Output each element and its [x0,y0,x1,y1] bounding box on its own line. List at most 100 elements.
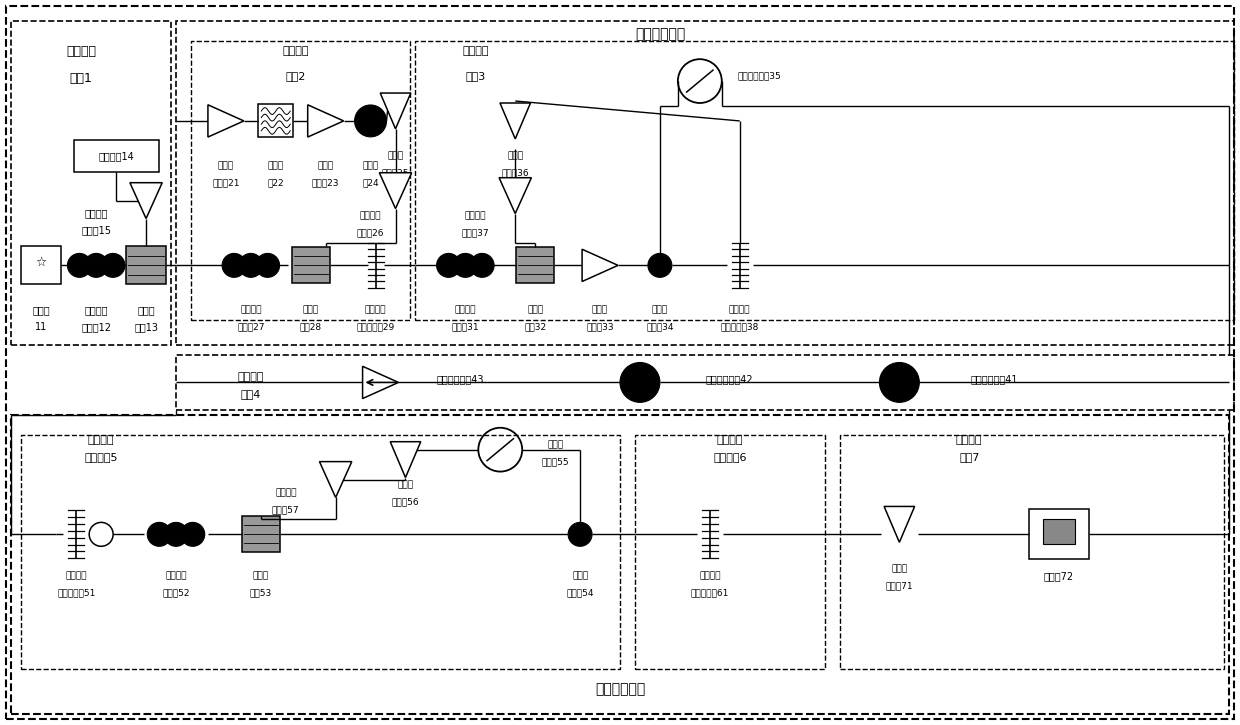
Text: 第一光纤: 第一光纤 [365,306,387,315]
Bar [415,41,1234,320]
Text: 放大器21: 放大器21 [212,178,239,187]
Polygon shape [379,173,412,209]
Circle shape [239,254,263,278]
Text: 第一光: 第一光 [652,306,668,315]
Text: 控制器52: 控制器52 [162,589,190,597]
Text: 制器13: 制器13 [134,322,157,332]
Bar [1029,510,1089,559]
Text: 探测器25: 探测器25 [382,168,409,177]
Text: 第一射频: 第一射频 [84,209,108,218]
Text: 制器32: 制器32 [525,323,547,331]
Circle shape [84,254,108,278]
Circle shape [436,254,460,278]
Circle shape [255,254,279,278]
Bar [191,41,410,320]
Text: 放大器57: 放大器57 [272,505,300,514]
Bar [839,435,1224,669]
Text: 第四射频: 第四射频 [275,488,296,497]
Text: 第一光延迟线35: 第一光延迟线35 [738,72,781,80]
Polygon shape [498,178,532,214]
Text: 放大器15: 放大器15 [81,225,112,236]
Text: 第一调: 第一调 [138,305,155,315]
Text: 控制器12: 控制器12 [81,322,112,332]
Text: 第二光: 第二光 [507,152,523,160]
Bar [1043,519,1075,544]
Circle shape [164,523,188,547]
Text: 信号加密模块: 信号加密模块 [635,28,684,41]
Text: 第一光: 第一光 [218,161,234,170]
Circle shape [67,254,92,278]
Circle shape [148,523,171,547]
Text: 器24: 器24 [362,178,379,187]
Text: 第三光: 第三光 [397,480,414,489]
Text: 信号接收: 信号接收 [956,435,982,444]
Text: 探测器71: 探测器71 [885,581,913,591]
Bar [21,435,620,669]
Polygon shape [320,462,352,497]
Circle shape [181,523,205,547]
Text: 示波器72: 示波器72 [1044,571,1074,581]
Bar [176,355,1234,410]
Text: 布拉格光栅61: 布拉格光栅61 [691,589,729,597]
Text: 噪声滤盖: 噪声滤盖 [717,435,743,444]
Polygon shape [308,105,343,137]
Bar [21,247,61,284]
Circle shape [100,254,125,278]
Text: 第四光: 第四光 [892,565,908,573]
Text: 模块3: 模块3 [465,71,485,81]
Polygon shape [362,366,398,399]
Text: 第二调: 第二调 [303,306,319,315]
Text: 第四偏振: 第四偏振 [165,572,187,581]
Bar [126,247,166,284]
Bar [11,21,171,345]
Text: 光滤波: 光滤波 [268,161,284,170]
Bar [73,140,159,172]
Text: 控制器27: 控制器27 [237,323,264,331]
Circle shape [89,523,113,547]
Text: 第二偏振: 第二偏振 [241,306,262,315]
Bar [291,247,330,283]
Circle shape [222,254,246,278]
Circle shape [454,254,477,278]
Text: 第一光: 第一光 [387,152,403,160]
Circle shape [355,105,387,137]
Text: 第三调: 第三调 [527,306,543,315]
Circle shape [620,362,660,402]
Text: 放大器23: 放大器23 [312,178,340,187]
Text: 放大器37: 放大器37 [461,228,489,237]
Text: 第三光纤: 第三光纤 [66,572,87,581]
Text: 信号传输: 信号传输 [238,373,264,383]
Text: 第二光: 第二光 [317,161,334,170]
Text: 信号解密模块: 信号解密模块 [595,682,645,696]
Polygon shape [582,249,618,281]
Text: 第二光纤: 第二光纤 [729,306,750,315]
Polygon shape [208,105,244,137]
Text: 色散补偿光纤42: 色散补偿光纤42 [706,374,754,384]
Text: 标准单模光纤41: 标准单模光纤41 [971,374,1018,384]
Circle shape [879,362,919,402]
Text: 补偿模块5: 补偿模块5 [84,452,118,462]
Text: 噪声掩盖: 噪声掩盖 [283,46,309,57]
Text: 耦合器54: 耦合器54 [567,589,594,597]
Text: 第四调: 第四调 [253,572,269,581]
Text: 控制器31: 控制器31 [451,323,479,331]
Text: 模块1: 模块1 [69,72,93,85]
Text: 放大器26: 放大器26 [357,228,384,237]
Bar [242,516,280,552]
Text: 反馈同步: 反馈同步 [463,46,489,57]
Text: 器22: 器22 [268,178,284,187]
Text: ☆: ☆ [36,256,47,269]
Text: 第二射频: 第二射频 [360,211,382,220]
Text: 放大器33: 放大器33 [587,323,614,331]
Text: 模块4: 模块4 [241,389,260,399]
Text: 第三光: 第三光 [591,306,608,315]
Text: 11: 11 [35,322,47,332]
Text: 探测器56: 探测器56 [392,497,419,506]
Text: 布拉格光栅29: 布拉格光栅29 [356,323,394,331]
Text: 探测器36: 探测器36 [501,168,529,177]
Text: 制器28: 制器28 [300,323,321,331]
Polygon shape [130,183,162,218]
Text: 激光器: 激光器 [32,305,50,315]
Circle shape [470,254,494,278]
Text: 光衰减: 光衰减 [362,161,378,170]
